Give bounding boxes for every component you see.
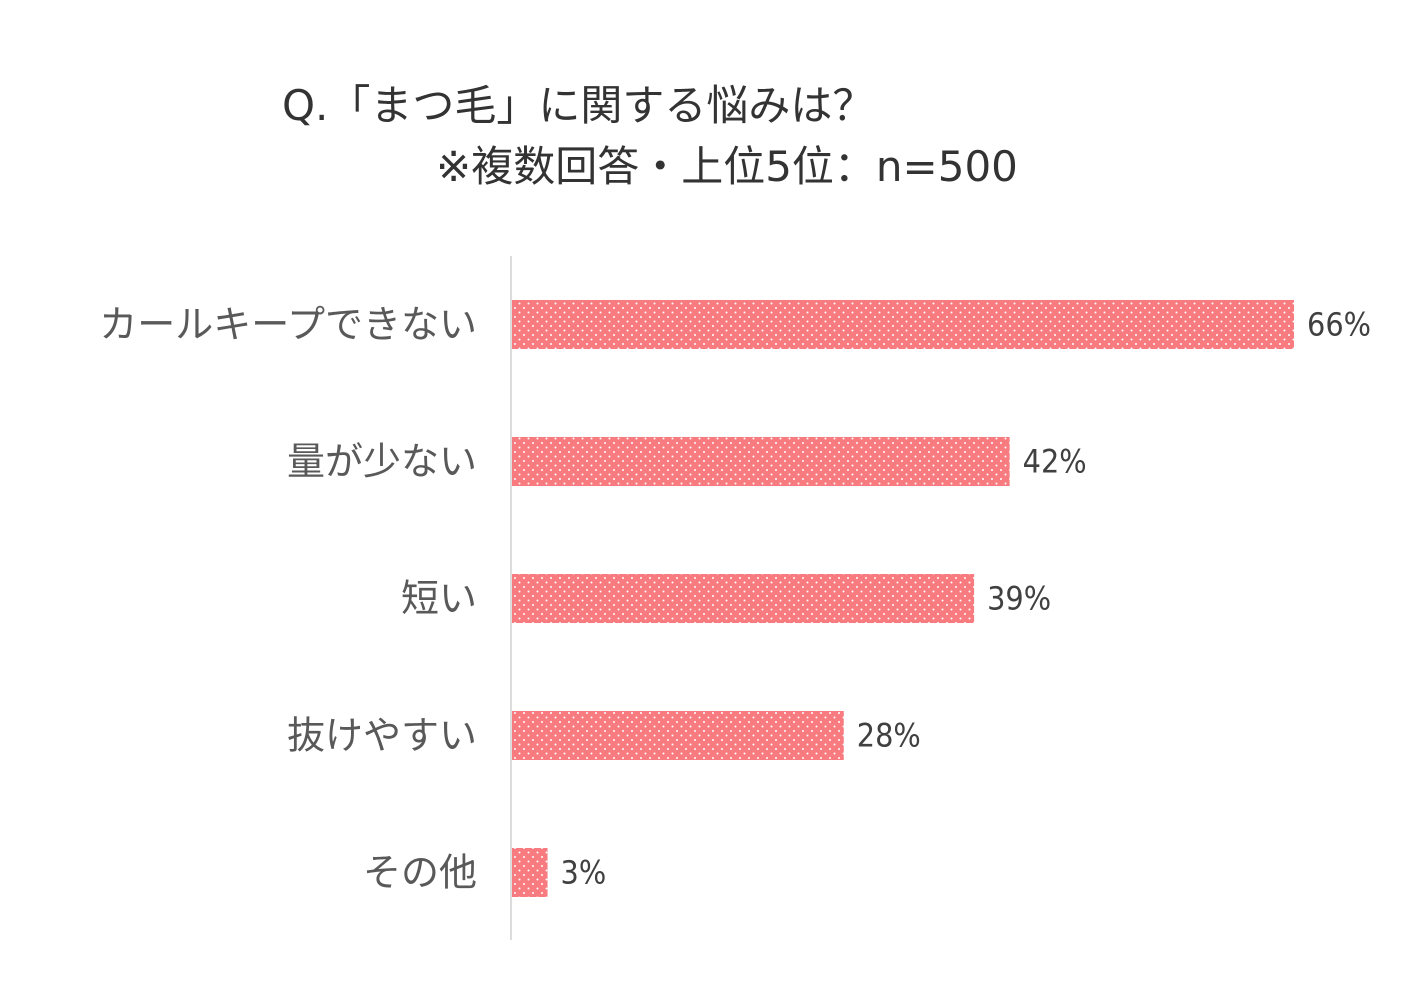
- category-label: 短い: [401, 577, 477, 621]
- value-label: 39%: [987, 580, 1051, 618]
- bar: [512, 574, 975, 623]
- value-label: 66%: [1307, 306, 1371, 344]
- category-label: カールキープできない: [99, 303, 477, 347]
- bar: [512, 300, 1294, 349]
- value-label: 28%: [857, 717, 921, 755]
- category-label: その他: [363, 851, 477, 895]
- value-label: 3%: [561, 854, 607, 892]
- value-label: 42%: [1023, 443, 1087, 481]
- bar: [512, 711, 844, 760]
- category-label: 量が少ない: [287, 440, 477, 484]
- chart-title: Q.「まつ毛」に関する悩みは？: [282, 81, 875, 130]
- bar: [512, 848, 548, 897]
- category-label: 抜けやすい: [287, 714, 477, 758]
- chart-subtitle: ※複数回答・上位5位：n=500: [436, 142, 1018, 191]
- bar: [512, 437, 1010, 486]
